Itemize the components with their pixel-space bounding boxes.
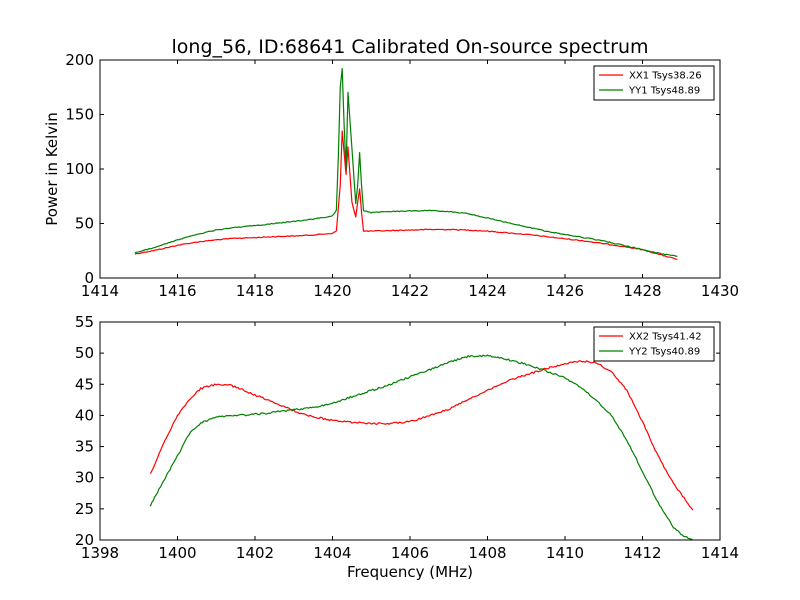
x-tick-label: 1418	[236, 282, 274, 300]
x-tick-label: 1406	[391, 544, 429, 562]
x-tick-label: 1414	[701, 544, 739, 562]
legend-label-xx2: XX2 Tsys41.42	[629, 332, 702, 343]
x-tick-label: 1428	[623, 282, 661, 300]
x-tick-label: 1402	[236, 544, 274, 562]
x-tick-label: 1430	[701, 282, 739, 300]
y-tick-label: 35	[75, 438, 94, 456]
series-line-xx1	[134, 130, 678, 261]
y-tick-label: 45	[75, 375, 94, 393]
series-line-xx2	[149, 360, 694, 511]
legend-label-yy2: YY2 Tsys40.89	[628, 347, 700, 358]
y-tick-label: 50	[75, 344, 94, 362]
x-tick-label: 1412	[623, 544, 661, 562]
y-tick-label: 55	[75, 313, 94, 331]
y-tick-label: 0	[84, 269, 94, 287]
legend-label-yy1: YY1 Tsys48.89	[628, 86, 700, 97]
x-tick-label: 1416	[158, 282, 196, 300]
x-tick-label: 1422	[391, 282, 429, 300]
y-tick-label: 100	[65, 160, 94, 178]
x-tick-label: 1400	[158, 544, 196, 562]
y-axis-label: Power in Kelvin	[43, 112, 61, 226]
top-plot-series-layer	[134, 67, 678, 261]
bottom-plot-ticks: 1398 1400 1402 1404 1406 1408 1410 1412 1414 20 25…	[75, 313, 739, 562]
bottom-legend-frame	[593, 326, 715, 362]
series-line-yy2	[149, 354, 694, 541]
x-tick-label: 1404	[313, 544, 351, 562]
bottom-plot-series-layer	[149, 354, 694, 541]
bottom-legend: XX2 Tsys41.42 YY2 Tsys40.89	[593, 326, 715, 362]
x-tick-label: 1424	[468, 282, 506, 300]
x-tick-label: 1414	[81, 282, 119, 300]
bottom-plot: Frequency (MHz) 1398 1400 1402 1404 1406 1408…	[75, 313, 739, 581]
top-legend: XX1 Tsys38.26 YY1 Tsys48.89	[593, 65, 715, 101]
y-tick-label: 30	[75, 469, 94, 487]
y-tick-label: 150	[65, 106, 94, 124]
x-tick-label: 1426	[546, 282, 584, 300]
x-tick-label: 1410	[546, 544, 584, 562]
x-axis-label: Frequency (MHz)	[347, 563, 473, 581]
x-tick-label: 1420	[313, 282, 351, 300]
legend-label-xx1: XX1 Tsys38.26	[629, 71, 702, 82]
y-tick-label: 20	[75, 531, 94, 549]
top-legend-frame	[593, 65, 715, 101]
chart-title: long_56, ID:68641 Calibrated On-source s…	[172, 36, 649, 58]
x-tick-label: 1398	[81, 544, 119, 562]
series-line-yy1	[134, 67, 678, 257]
y-tick-label: 25	[75, 500, 94, 518]
y-tick-label: 200	[65, 51, 94, 69]
x-tick-label: 1408	[468, 544, 506, 562]
y-tick-label: 50	[75, 215, 94, 233]
top-plot-ticks: 1414 1416 1418 1420 1422 1424 1426 1428 1430 0 50 1…	[65, 51, 739, 300]
top-plot: long_56, ID:68641 Calibrated On-source s…	[43, 36, 739, 300]
y-tick-label: 40	[75, 406, 94, 424]
